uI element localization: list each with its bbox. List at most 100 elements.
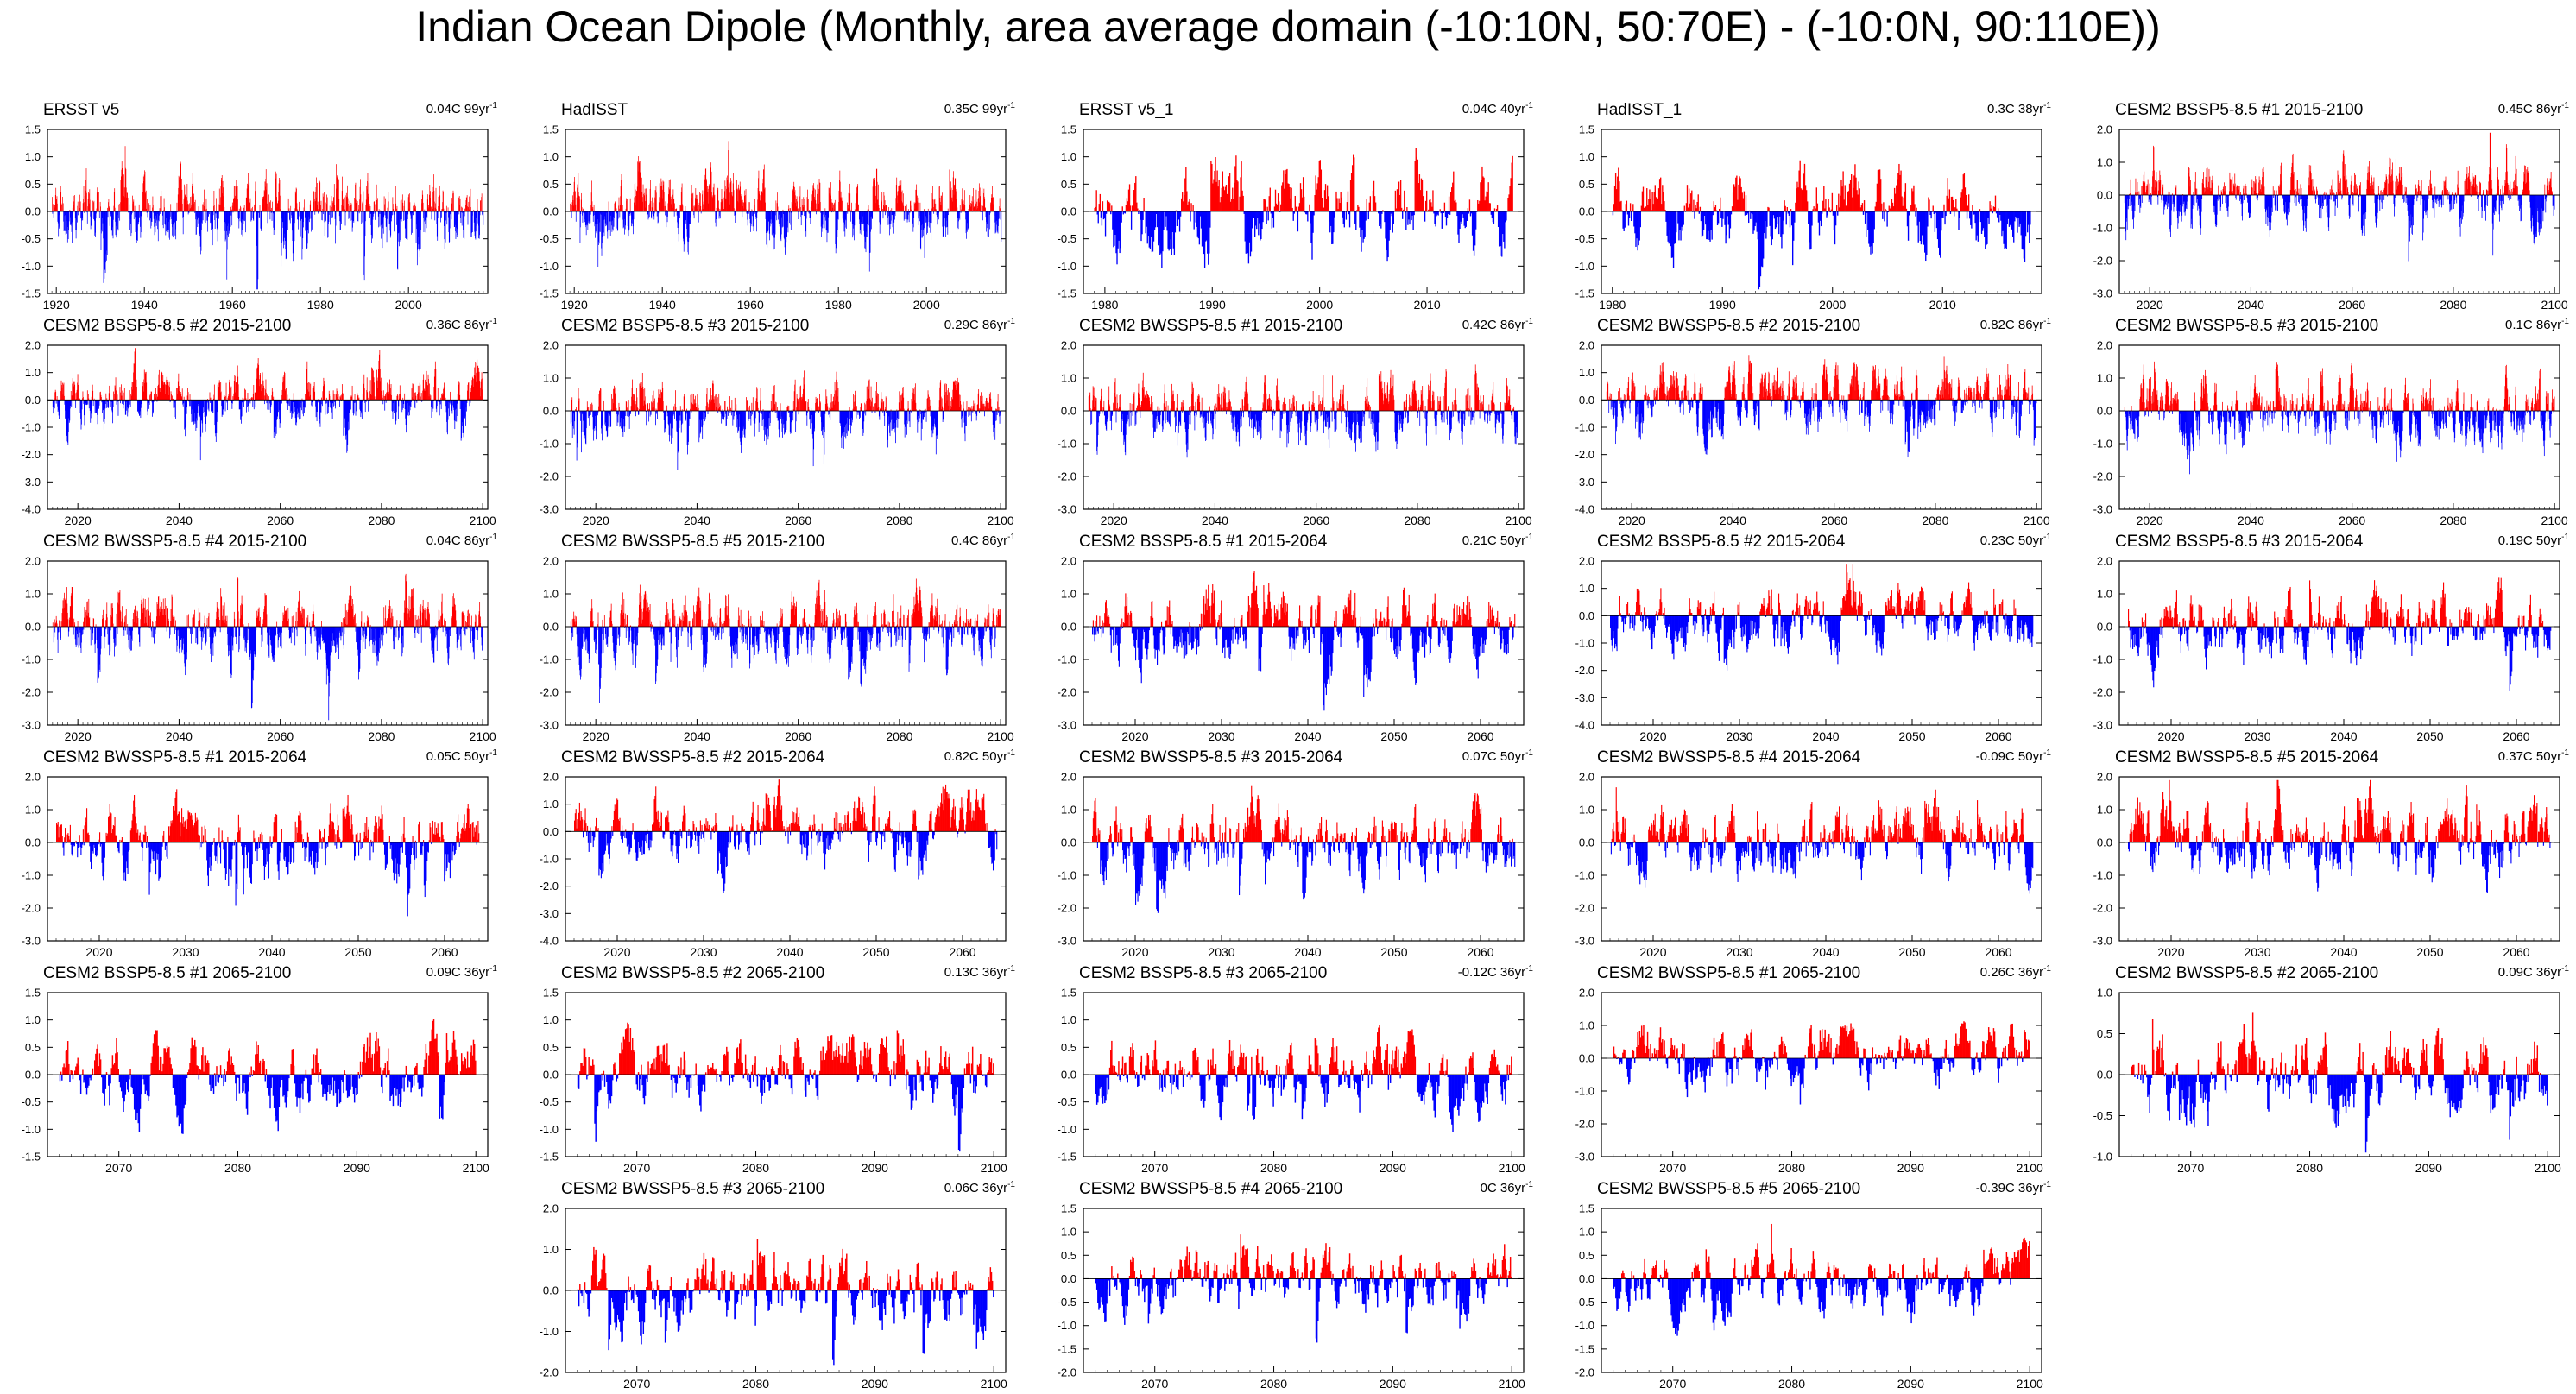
anomaly-bar bbox=[1773, 211, 1776, 219]
anomaly-bar bbox=[2370, 186, 2371, 195]
anomaly-bar bbox=[307, 211, 309, 230]
anomaly-bar bbox=[2235, 195, 2237, 200]
anomaly-bar bbox=[942, 211, 944, 237]
anomaly-bar bbox=[1130, 211, 1133, 230]
anomaly-bar bbox=[625, 208, 627, 211]
anomaly-bar bbox=[2266, 195, 2268, 218]
anomaly-bar bbox=[1502, 211, 1504, 235]
anomaly-bar bbox=[2446, 188, 2447, 195]
anomaly-bar bbox=[159, 392, 161, 401]
anomaly-bar bbox=[1799, 160, 1801, 211]
anomaly-bar bbox=[2326, 195, 2327, 206]
anomaly-bar bbox=[1500, 211, 1502, 247]
anomaly-bar bbox=[876, 181, 878, 211]
anomaly-bar bbox=[1787, 211, 1790, 214]
anomaly-bar bbox=[1314, 195, 1316, 211]
anomaly-bar bbox=[1127, 201, 1129, 211]
anomaly-bar bbox=[958, 211, 959, 222]
anomaly-bar bbox=[161, 196, 162, 211]
anomaly-bar bbox=[1142, 211, 1144, 220]
anomaly-bar bbox=[647, 211, 648, 215]
anomaly-bar bbox=[183, 199, 185, 211]
anomaly-bar bbox=[649, 188, 651, 211]
anomaly-bar bbox=[1649, 189, 1651, 211]
y-tick-label: -0.5 bbox=[22, 232, 41, 245]
anomaly-bar bbox=[2018, 211, 2020, 227]
anomaly-bar bbox=[886, 205, 887, 211]
anomaly-bar bbox=[919, 211, 921, 249]
anomaly-bar bbox=[1218, 180, 1220, 211]
anomaly-bar bbox=[2147, 179, 2149, 195]
anomaly-bar bbox=[74, 384, 76, 401]
anomaly-bar bbox=[2272, 186, 2274, 195]
anomaly-bar bbox=[1613, 186, 1616, 211]
anomaly-bar bbox=[380, 210, 382, 211]
anomaly-bar bbox=[1461, 211, 1462, 224]
anomaly-bar bbox=[2468, 166, 2470, 195]
anomaly-bar bbox=[2274, 195, 2276, 206]
anomaly-bar bbox=[455, 211, 457, 239]
anomaly-bar bbox=[1265, 200, 1266, 211]
anomaly-bar bbox=[631, 211, 633, 224]
anomaly-bar bbox=[719, 211, 720, 217]
anomaly-bar bbox=[121, 176, 122, 211]
anomaly-bar bbox=[335, 211, 337, 226]
anomaly-bar bbox=[878, 184, 879, 211]
anomaly-bar bbox=[1485, 196, 1487, 211]
anomaly-bar bbox=[2209, 176, 2211, 195]
anomaly-bar bbox=[896, 177, 898, 211]
anomaly-bar bbox=[1161, 211, 1163, 268]
anomaly-bar bbox=[1316, 183, 1318, 211]
anomaly-bar bbox=[2190, 195, 2192, 229]
anomaly-bar bbox=[1961, 189, 1963, 211]
anomaly-bar bbox=[652, 197, 653, 211]
anomaly-bar bbox=[746, 209, 747, 211]
anomaly-bar bbox=[2239, 195, 2241, 201]
anomaly-bar bbox=[187, 211, 189, 215]
anomaly-bar bbox=[2450, 195, 2452, 211]
anomaly-bar bbox=[1935, 211, 1938, 229]
anomaly-bar bbox=[656, 209, 658, 211]
anomaly-bar bbox=[2466, 173, 2467, 195]
anomaly-bar bbox=[989, 211, 991, 214]
anomaly-bar bbox=[2501, 195, 2503, 211]
anomaly-bar bbox=[683, 211, 684, 239]
anomaly-bar bbox=[639, 162, 640, 211]
anomaly-bar bbox=[233, 199, 234, 211]
anomaly-bar bbox=[1276, 205, 1279, 211]
anomaly-bar bbox=[947, 208, 949, 211]
anomaly-bar bbox=[170, 211, 172, 213]
anomaly-bar bbox=[389, 211, 391, 231]
anomaly-bar bbox=[611, 211, 612, 226]
anomaly-bar bbox=[161, 371, 162, 401]
anomaly-bar bbox=[193, 204, 195, 211]
anomaly-bar bbox=[571, 211, 572, 218]
anomaly-bar bbox=[105, 393, 107, 401]
anomaly-bar bbox=[336, 177, 338, 211]
anomaly-bar bbox=[208, 211, 209, 217]
anomaly-bar bbox=[1653, 192, 1655, 211]
anomaly-bar bbox=[2375, 195, 2377, 223]
anomaly-bar bbox=[2178, 195, 2180, 211]
anomaly-bar bbox=[1348, 211, 1351, 228]
anomaly-bar bbox=[98, 209, 99, 211]
anomaly-bar bbox=[1803, 163, 1806, 211]
anomaly-bar bbox=[588, 211, 590, 222]
anomaly-bar bbox=[912, 211, 914, 232]
anomaly-bar bbox=[655, 198, 656, 211]
anomaly-bar bbox=[1481, 166, 1483, 211]
anomaly-bar bbox=[575, 192, 576, 211]
anomaly-bar bbox=[932, 186, 933, 211]
anomaly-bar bbox=[922, 211, 923, 238]
anomaly-bar bbox=[400, 211, 401, 220]
anomaly-bar bbox=[2399, 167, 2401, 195]
anomaly-bar bbox=[2211, 182, 2213, 195]
anomaly-bar bbox=[2307, 195, 2308, 206]
y-tick-label: 1.0 bbox=[543, 150, 559, 163]
anomaly-bar bbox=[939, 186, 940, 211]
anomaly-bar bbox=[853, 211, 855, 229]
anomaly-bar bbox=[1355, 211, 1357, 230]
anomaly-bar bbox=[478, 211, 480, 226]
anomaly-bar bbox=[423, 211, 424, 218]
anomaly-bar bbox=[1751, 211, 1752, 214]
